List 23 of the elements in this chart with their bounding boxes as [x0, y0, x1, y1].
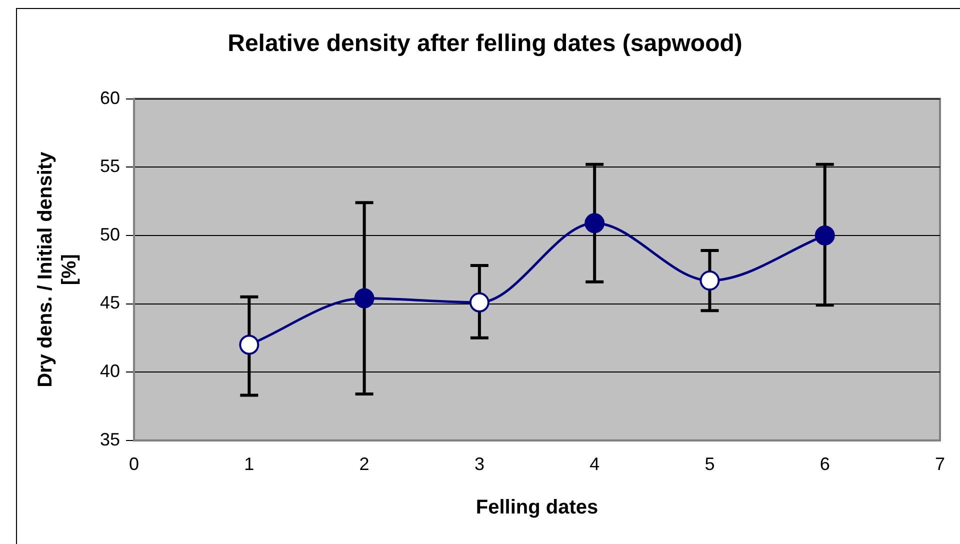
x-axis-title: Felling dates	[476, 496, 598, 519]
x-tick-label: 1	[244, 454, 254, 474]
x-tick-label: 3	[474, 454, 484, 474]
point	[239, 334, 260, 355]
y-tick-label: 45	[100, 292, 120, 313]
point	[584, 213, 605, 234]
point	[469, 292, 490, 312]
y-tick-label: 35	[100, 429, 120, 450]
y-tick-label: 60	[100, 88, 120, 108]
x-tick-label: 7	[934, 454, 946, 474]
point	[700, 270, 720, 291]
x-tick-label: 6	[820, 454, 830, 474]
y-tick-label: 55	[100, 156, 120, 176]
y-tick-label: 40	[100, 361, 120, 382]
x-tick-label: 0	[129, 454, 140, 474]
x-tick-label: 4	[590, 454, 600, 474]
point	[814, 225, 835, 246]
y-axis-title: Dry dens. / Initial density [%]	[34, 150, 81, 388]
y-tick-label: 50	[100, 224, 120, 244]
chart-title: Relative density after felling dates (sapwood)	[228, 30, 742, 58]
x-tick-label: 5	[704, 454, 715, 474]
x-tick-label: 2	[359, 454, 370, 474]
point	[354, 288, 374, 308]
